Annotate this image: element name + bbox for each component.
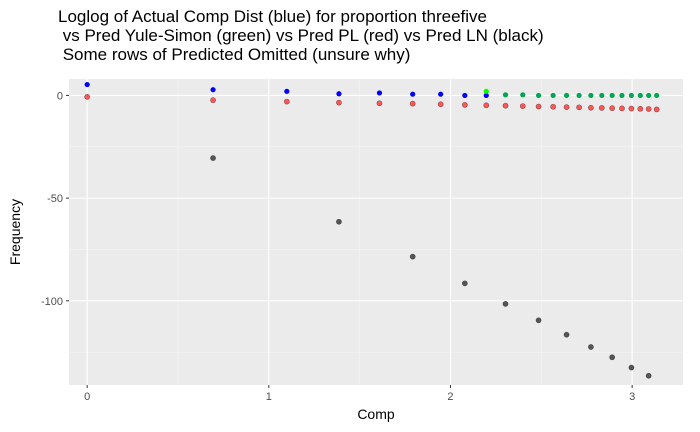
actual-point bbox=[483, 92, 489, 99]
log-normal-point bbox=[210, 155, 216, 161]
power-law-point bbox=[283, 98, 290, 105]
power-law-point bbox=[437, 101, 444, 108]
log-normal-point bbox=[628, 364, 635, 371]
x-tick-label: 0 bbox=[84, 391, 90, 403]
power-law-point bbox=[609, 105, 616, 112]
power-law-point bbox=[645, 106, 652, 112]
log-normal-point bbox=[336, 218, 342, 225]
power-law-point bbox=[409, 100, 416, 107]
yule-simon-point bbox=[502, 92, 509, 98]
yule-simon-point bbox=[637, 92, 643, 99]
yule-simon-point bbox=[599, 92, 605, 99]
chart-title-line-2: vs Pred Yule-Simon (green) vs Pred PL (r… bbox=[58, 26, 544, 45]
power-law-point bbox=[653, 106, 660, 113]
power-law-point bbox=[502, 102, 509, 109]
yule-simon-point bbox=[646, 92, 652, 99]
y-tick-label: -100 bbox=[41, 296, 63, 308]
log-normal-point bbox=[535, 317, 542, 324]
yule-simon-point bbox=[628, 92, 635, 99]
grid-lines bbox=[69, 79, 683, 385]
power-law-point bbox=[535, 103, 542, 110]
log-normal-point bbox=[645, 372, 652, 379]
power-law-point bbox=[210, 97, 216, 104]
power-law-point bbox=[563, 104, 570, 111]
power-law-point bbox=[84, 93, 91, 100]
log-normal-point bbox=[563, 331, 570, 338]
yule-simon-point bbox=[550, 92, 556, 99]
yule-simon-point bbox=[609, 92, 615, 99]
chart-title-line-1: Loglog of Actual Comp Dist (blue) for pr… bbox=[58, 7, 487, 26]
x-axis-title: Comp bbox=[357, 406, 395, 422]
data-points bbox=[84, 81, 660, 379]
power-law-point bbox=[637, 105, 644, 112]
log-normal-point bbox=[409, 253, 416, 260]
x-tick-label: 1 bbox=[266, 391, 272, 403]
yule-simon-point bbox=[654, 92, 660, 99]
actual-point bbox=[376, 90, 383, 96]
yule-simon-point bbox=[520, 92, 526, 98]
chart-title-line-3: Some rows of Predicted Omitted (unsure w… bbox=[58, 45, 410, 64]
actual-point bbox=[210, 87, 216, 93]
yule-simon-point bbox=[588, 92, 594, 99]
yule-simon-point bbox=[619, 92, 625, 99]
x-tick-label: 3 bbox=[629, 391, 635, 403]
log-normal-point bbox=[609, 354, 616, 361]
chart-title: Loglog of Actual Comp Dist (blue) for pr… bbox=[58, 7, 544, 64]
log-normal-point bbox=[502, 300, 509, 307]
power-law-point bbox=[519, 103, 526, 110]
yule-simon-point bbox=[563, 92, 570, 99]
axes: 0 1 2 3 0 -50 -100 bbox=[41, 90, 635, 403]
plot-panel bbox=[69, 79, 683, 385]
power-law-point bbox=[336, 99, 342, 106]
power-law-point bbox=[628, 105, 635, 112]
yule-simon-point bbox=[535, 92, 542, 99]
power-law-point bbox=[483, 102, 490, 109]
actual-point bbox=[462, 92, 468, 99]
actual-point bbox=[336, 91, 342, 97]
power-law-point bbox=[619, 105, 625, 112]
x-tick-label: 2 bbox=[447, 391, 453, 403]
actual-point bbox=[84, 81, 90, 88]
yule-simon-point bbox=[483, 88, 489, 94]
power-law-point bbox=[576, 104, 582, 111]
power-law-point bbox=[461, 101, 468, 108]
log-normal-point bbox=[588, 344, 594, 350]
actual-point bbox=[438, 91, 444, 97]
power-law-point bbox=[550, 103, 557, 110]
y-tick-label: -50 bbox=[47, 193, 63, 205]
log-normal-point bbox=[461, 280, 468, 287]
y-tick-label: 0 bbox=[57, 90, 63, 102]
actual-point bbox=[410, 91, 416, 97]
y-axis-title: Frequency bbox=[7, 199, 23, 265]
yule-simon-point bbox=[576, 92, 582, 99]
power-law-point bbox=[588, 104, 594, 111]
power-law-point bbox=[598, 105, 605, 111]
actual-point bbox=[284, 88, 290, 94]
power-law-point bbox=[376, 100, 383, 107]
